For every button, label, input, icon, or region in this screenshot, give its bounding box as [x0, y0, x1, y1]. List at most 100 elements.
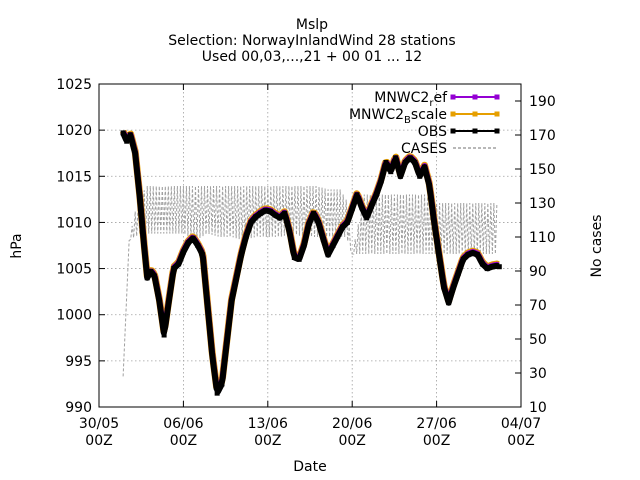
obs-point — [296, 256, 302, 262]
obs-point — [267, 208, 273, 214]
obs-point — [141, 238, 147, 244]
obs-point — [120, 130, 126, 136]
y2-tick-label: 170 — [529, 128, 556, 144]
legend-label-rest: scale — [411, 107, 447, 123]
legend-label: MNWC2ref — [374, 90, 448, 109]
x-tick-label: 20/06 — [332, 416, 372, 432]
obs-point — [330, 243, 336, 248]
obs-point — [470, 250, 476, 256]
obs-point — [340, 224, 346, 230]
chart-title-line: Selection: NorwayInlandWind 28 stations — [168, 33, 455, 49]
obs-point — [301, 243, 307, 248]
obs-point — [320, 236, 326, 242]
y-tick-label: 990 — [65, 400, 92, 416]
obs-point — [479, 261, 485, 267]
series-obs — [120, 130, 502, 396]
obs-point — [291, 254, 297, 260]
y2-tick-label: 90 — [529, 264, 547, 280]
legend-label-sub: r — [429, 98, 434, 109]
obs-point — [325, 252, 331, 258]
y-tick-label: 1015 — [56, 169, 92, 185]
obs-point — [137, 196, 143, 202]
chart-title-line: Used 00,03,...,21 + 00 01 ... 12 — [202, 49, 422, 65]
legend-swatch-point — [494, 128, 500, 134]
y2-axis-label: No cases — [589, 215, 605, 278]
obs-point — [465, 252, 471, 258]
chart-title-line: Mslp — [296, 17, 328, 33]
y-tick-label: 1010 — [56, 215, 92, 231]
obs-point — [233, 275, 239, 281]
obs-point — [272, 212, 278, 218]
obs-point — [402, 159, 408, 165]
obs-point — [441, 284, 447, 290]
obs-point — [436, 252, 442, 258]
y2-tick-label: 10 — [529, 400, 547, 416]
x-tick-label: 13/06 — [248, 416, 288, 432]
obs-point — [190, 235, 196, 241]
obs-point — [185, 240, 191, 246]
y2-axis-ticks: 10 30 50 70 90 110 130 150 170 190 — [515, 94, 556, 416]
y-tick-label: 1020 — [56, 123, 92, 139]
legend-label-sub: B — [404, 115, 411, 126]
x-tick-label: 27/06 — [416, 416, 456, 432]
obs-point — [127, 132, 133, 138]
obs-point — [171, 266, 177, 272]
obs-point — [475, 252, 481, 258]
legend-swatch-point — [472, 111, 478, 117]
y-tick-label: 1000 — [56, 308, 92, 324]
x-tick-label: 30/05 — [79, 416, 119, 432]
x-tick-label-hour: 00Z — [338, 433, 365, 449]
legend-swatch-point — [472, 94, 478, 100]
obs-point — [426, 183, 432, 189]
obs-point — [393, 155, 399, 161]
obs-point — [248, 219, 254, 225]
y2-tick-label: 30 — [529, 366, 547, 382]
obs-point — [412, 159, 418, 165]
obs-point — [455, 270, 461, 276]
y-tick-label: 995 — [65, 354, 92, 370]
legend-label: OBS — [418, 124, 447, 140]
legend-swatch-point — [494, 111, 500, 117]
obs-point — [446, 300, 452, 306]
obs-point — [368, 203, 374, 209]
obs-point — [209, 353, 215, 359]
y-axis-ticks: 990 995 1000 1005 1010 1015 1020 1025 — [56, 77, 105, 416]
obs-point — [364, 215, 370, 221]
legend-label-main: OBS — [418, 124, 447, 140]
obs-point — [253, 214, 259, 220]
obs-point — [407, 155, 413, 161]
x-tick-label-hour: 00Z — [170, 433, 197, 449]
legend-swatch-point — [472, 128, 478, 134]
obs-point — [214, 390, 220, 396]
obs-point — [431, 219, 437, 225]
obs-point — [166, 298, 172, 304]
obs-point — [195, 243, 201, 248]
y-axis-label: hPa — [9, 233, 25, 258]
obs-point — [277, 215, 283, 221]
obs-point — [417, 173, 423, 179]
legend-swatch-point — [450, 94, 456, 100]
obs-point — [315, 219, 321, 225]
obs-point — [124, 138, 130, 144]
x-tick-label: 04/07 — [501, 416, 541, 432]
legend-label: MNWC2Bscale — [349, 107, 447, 126]
obs-point — [205, 302, 211, 308]
legend-swatch-point — [494, 94, 500, 100]
obs-point — [354, 192, 360, 198]
obs-point — [388, 169, 394, 175]
y2-tick-label: 190 — [529, 94, 556, 110]
obs-point — [397, 173, 403, 179]
obs-point — [287, 229, 293, 235]
x-tick-label-hour: 00Z — [507, 433, 534, 449]
obs-point — [460, 256, 466, 262]
obs-line — [120, 131, 500, 395]
y2-tick-label: 110 — [529, 230, 556, 246]
obs-point — [258, 210, 264, 216]
legend-swatch-point — [450, 128, 456, 134]
obs-point — [219, 381, 225, 387]
obs-point — [161, 332, 167, 338]
obs-point — [450, 284, 456, 290]
obs-point — [262, 207, 268, 213]
